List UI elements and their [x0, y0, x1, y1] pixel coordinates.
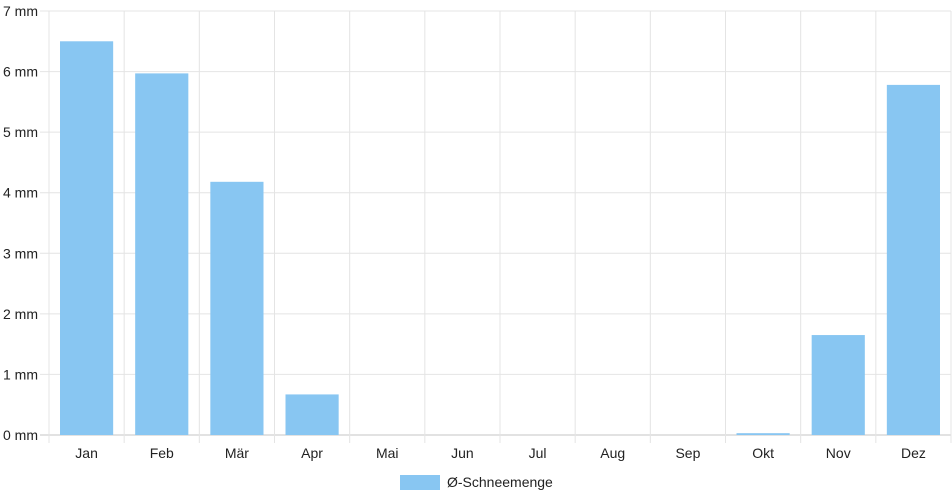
bar-apr[interactable] [285, 394, 339, 435]
x-tick-label: Apr [301, 445, 323, 461]
x-tick-label: Mai [376, 445, 399, 461]
x-tick-label: Sep [675, 445, 700, 461]
legend-label[interactable]: Ø-Schneemenge [447, 474, 553, 490]
y-tick-label: 0 mm [3, 427, 38, 443]
y-tick-label: 4 mm [3, 185, 38, 201]
x-tick-label: Mär [225, 445, 249, 461]
y-tick-label: 1 mm [3, 366, 38, 382]
y-tick-label: 2 mm [3, 306, 38, 322]
bar-mär[interactable] [210, 181, 264, 435]
x-tick-label: Jun [451, 445, 474, 461]
grid-lines [40, 10, 952, 443]
x-axis: Jan Feb Mär Apr Mai Jun Jul Aug Sep Okt Nov Dez [75, 445, 926, 461]
x-tick-label: Okt [752, 445, 774, 461]
x-tick-label: Aug [600, 445, 625, 461]
bars [60, 41, 940, 436]
bar-feb[interactable] [135, 73, 189, 435]
legend[interactable]: Ø-Schneemenge [400, 474, 553, 490]
bar-jan[interactable] [60, 41, 114, 436]
x-tick-label: Feb [150, 445, 174, 461]
x-tick-label: Jan [75, 445, 98, 461]
bar-nov[interactable] [811, 335, 865, 435]
y-axis: 0 mm 1 mm 2 mm 3 mm 4 mm 5 mm 6 mm 7 mm [3, 3, 38, 443]
bar-dez[interactable] [886, 84, 940, 435]
x-tick-label: Jul [529, 445, 547, 461]
x-tick-label: Nov [826, 445, 851, 461]
bar-okt[interactable] [736, 433, 790, 435]
y-tick-label: 7 mm [3, 3, 38, 19]
legend-swatch[interactable] [400, 475, 440, 490]
x-tick-label: Dez [901, 445, 926, 461]
y-tick-label: 6 mm [3, 64, 38, 80]
y-tick-label: 5 mm [3, 124, 38, 140]
y-tick-label: 3 mm [3, 245, 38, 261]
